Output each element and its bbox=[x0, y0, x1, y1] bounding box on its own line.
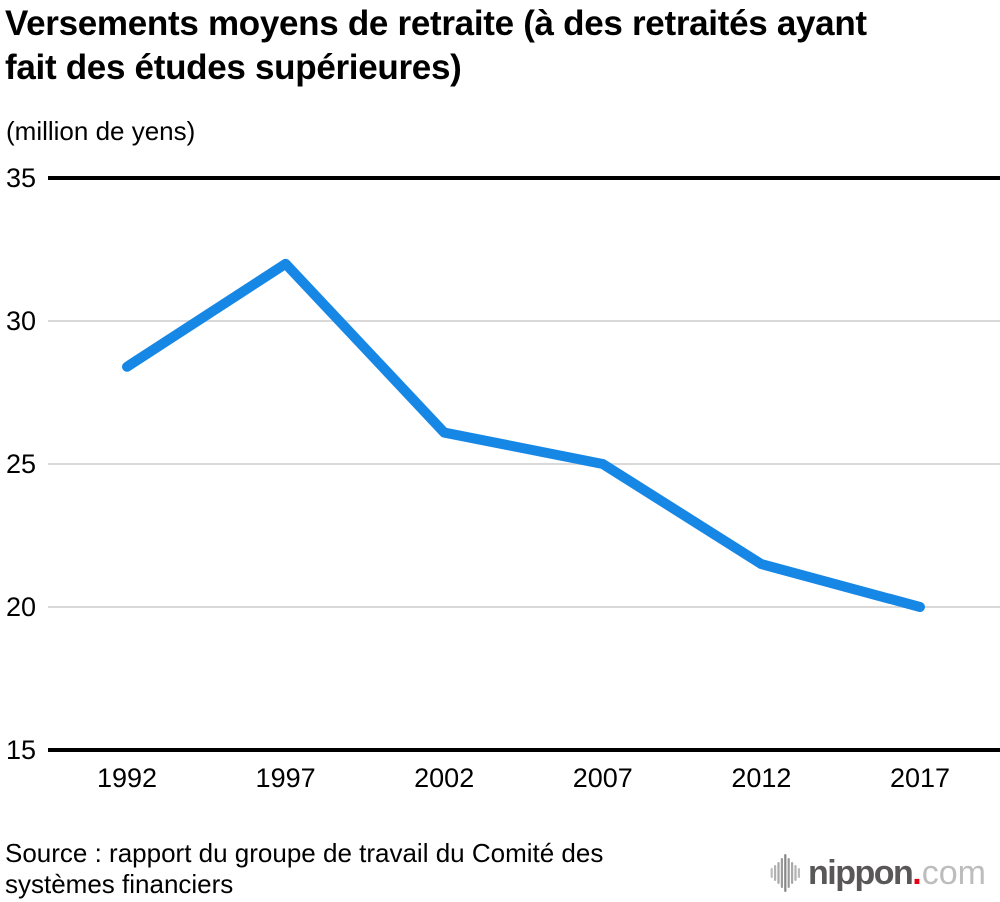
y-tick-label: 15 bbox=[5, 735, 36, 765]
x-tick-label: 1997 bbox=[255, 763, 316, 793]
logo-dot: . bbox=[912, 853, 922, 892]
source-note: Source : rapport du groupe de travail du… bbox=[5, 838, 604, 899]
unit-label: (million de yens) bbox=[6, 116, 196, 146]
x-tick-label: 1992 bbox=[96, 763, 158, 793]
soundwave-icon bbox=[770, 854, 800, 892]
y-tick-label: 25 bbox=[5, 449, 36, 479]
x-tick-label: 2012 bbox=[731, 763, 792, 793]
y-tick-label: 30 bbox=[5, 306, 36, 336]
y-tick-label: 35 bbox=[5, 163, 36, 193]
y-tick-label: 20 bbox=[5, 592, 36, 622]
logo-text-com: com bbox=[921, 853, 986, 892]
logo-text-nippon: nippon bbox=[808, 853, 914, 892]
chart-title: Versements moyens de retraite (à des ret… bbox=[5, 4, 867, 87]
x-tick-label: 2007 bbox=[572, 763, 633, 793]
data-line bbox=[122, 258, 925, 612]
x-tick-label: 2002 bbox=[414, 763, 475, 793]
nippon-logo: nippon. com bbox=[770, 849, 986, 897]
x-tick-label: 2017 bbox=[889, 763, 951, 793]
